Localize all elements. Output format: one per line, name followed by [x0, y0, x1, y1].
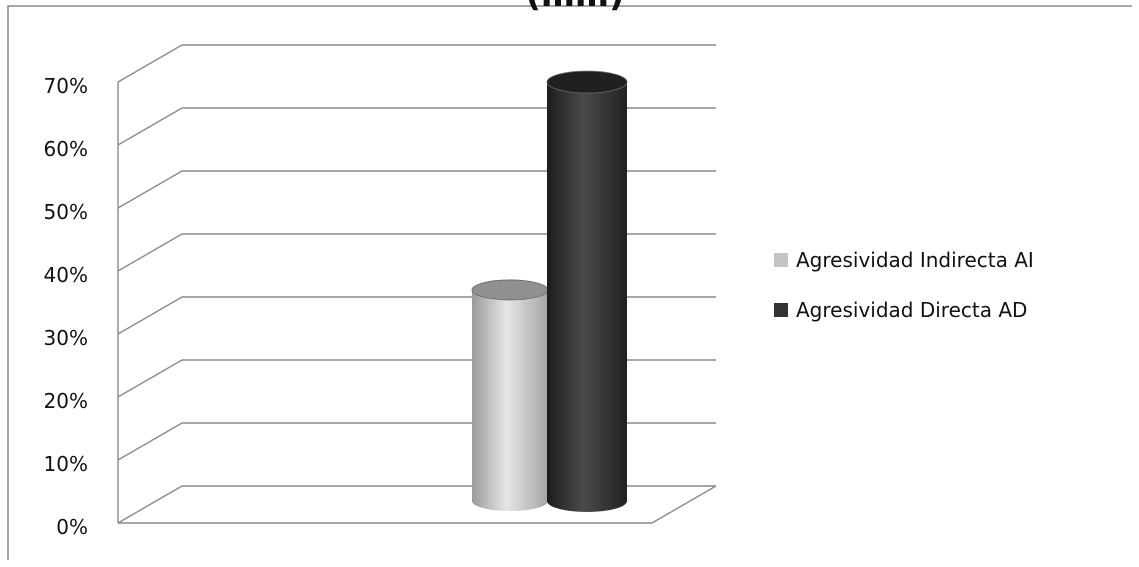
gridline-side — [117, 485, 183, 524]
bar-body — [547, 82, 627, 513]
y-tick-label: 60% — [44, 137, 88, 161]
chart-border — [7, 5, 1132, 560]
y-tick-label: 20% — [44, 389, 88, 413]
legend-label: Agresividad Directa AD — [796, 298, 1027, 322]
gridline-side — [117, 170, 183, 209]
bar-top — [546, 70, 628, 94]
y-tick-labels: 0% 10% 20% 30% 40% 50% 60% 70% — [44, 74, 88, 539]
bar-layer — [471, 70, 628, 513]
gridline-side — [117, 359, 183, 398]
bar-agresividad-directa — [546, 70, 628, 513]
legend-item: Agresividad Indirecta AI — [774, 248, 1034, 272]
chart-title: (……) — [525, 0, 624, 15]
legend-item: Agresividad Directa AD — [774, 298, 1027, 322]
bar-body — [472, 289, 548, 511]
y-tick-label: 50% — [44, 200, 88, 224]
y-tick-label: 40% — [44, 263, 88, 287]
legend-swatch — [774, 303, 788, 317]
legend: Agresividad Indirecta AI Agresividad Dire… — [774, 248, 1034, 322]
gridline-side — [117, 107, 183, 146]
gridline-side — [117, 296, 183, 335]
bar-agresividad-indirecta — [471, 279, 549, 511]
gridline-side — [117, 422, 183, 461]
y-tick-label: 70% — [44, 74, 88, 98]
y-tick-label: 30% — [44, 326, 88, 350]
gridline-side — [117, 233, 183, 272]
legend-swatch — [774, 253, 788, 267]
floor-right-edge — [651, 485, 717, 524]
gridline-side — [117, 44, 183, 83]
legend-label: Agresividad Indirecta AI — [796, 248, 1034, 272]
bar-top — [471, 279, 549, 301]
y-tick-label: 0% — [56, 515, 88, 539]
y-tick-label: 10% — [44, 452, 88, 476]
